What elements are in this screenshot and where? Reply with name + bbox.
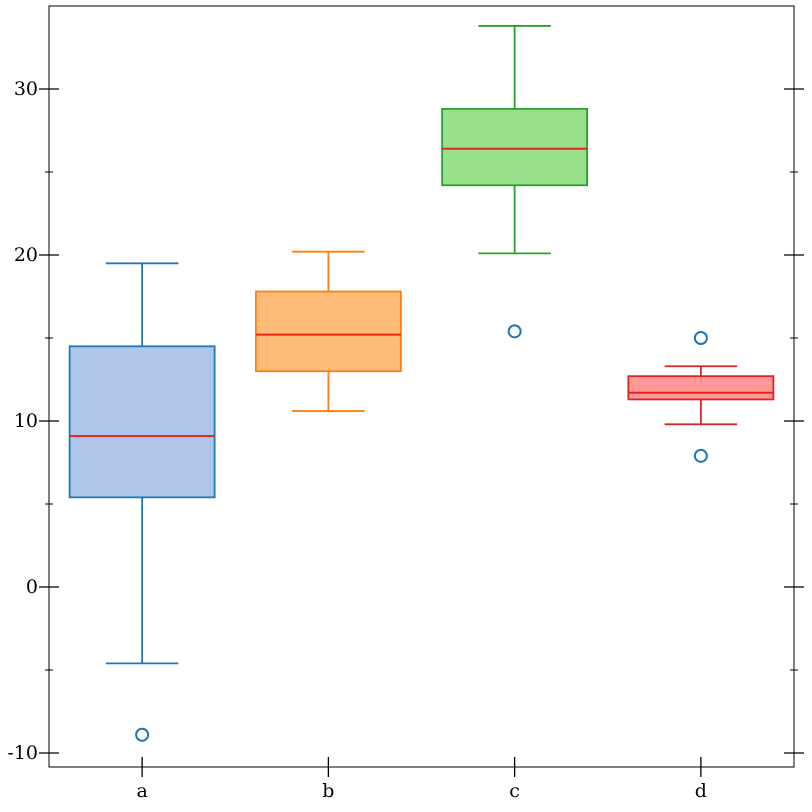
x-tick-label: c bbox=[509, 780, 520, 802]
outlier-point bbox=[693, 448, 708, 463]
axis-layer: -10 0 10 20 30 a b c d bbox=[7, 78, 804, 802]
box-b bbox=[254, 250, 402, 412]
x-tick-label: a bbox=[136, 780, 147, 802]
box-c bbox=[441, 25, 589, 339]
outlier-point bbox=[135, 727, 150, 742]
x-tick-label: d bbox=[695, 780, 707, 802]
outlier-point bbox=[507, 324, 522, 339]
y-tick-label: 20 bbox=[14, 244, 38, 266]
box-body bbox=[441, 108, 589, 187]
box-d bbox=[627, 331, 775, 463]
box-a bbox=[68, 262, 216, 742]
box-body bbox=[68, 345, 216, 499]
y-tick-label: -10 bbox=[7, 742, 38, 764]
box-layer bbox=[68, 25, 775, 742]
y-tick-label: 0 bbox=[26, 576, 38, 598]
box-body bbox=[627, 375, 775, 401]
y-tick-label: 10 bbox=[14, 410, 38, 432]
y-tick-label: 30 bbox=[14, 78, 38, 100]
plot-frame bbox=[48, 5, 795, 768]
outlier-point bbox=[693, 331, 708, 345]
x-tick-label: b bbox=[322, 780, 334, 802]
box-body bbox=[254, 290, 402, 373]
